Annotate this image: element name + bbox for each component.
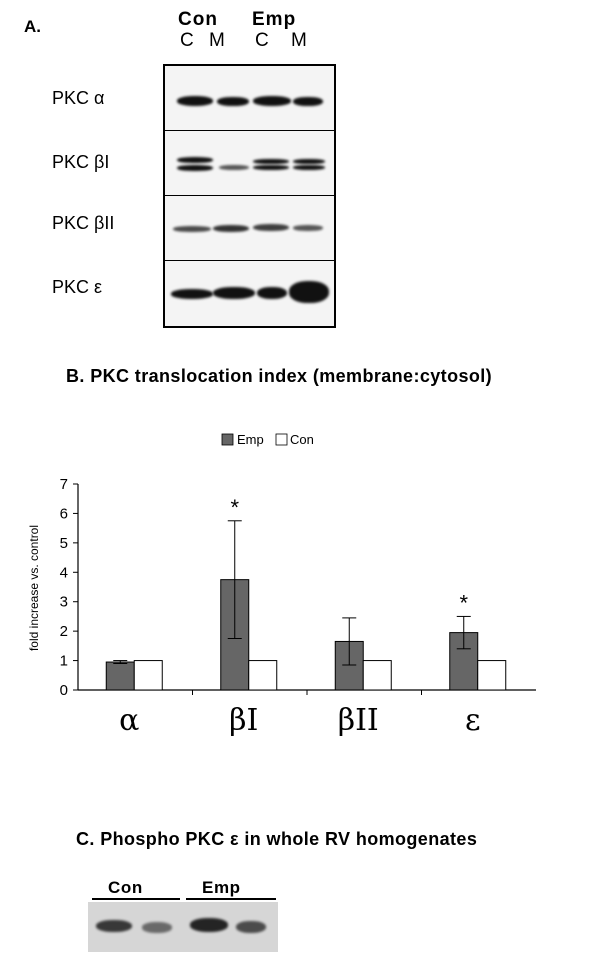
row-label-pkc-epsilon: PKC ε — [52, 277, 103, 297]
legend-label-emp: Emp — [237, 432, 264, 447]
y-tick-label: 4 — [60, 564, 68, 581]
y-axis-label: fold increase vs. control — [27, 525, 41, 651]
panel-c-title: C. Phospho PKC ε in whole RV homogenates — [76, 829, 478, 849]
band — [171, 289, 213, 299]
band — [293, 225, 323, 231]
legend-swatch-con — [275, 433, 288, 446]
x-category-label: α — [119, 703, 139, 738]
group-label-emp: Emp — [252, 9, 297, 30]
band — [219, 165, 249, 170]
phospho-blot-image — [88, 902, 278, 952]
bar-con-0 — [133, 660, 163, 691]
band — [289, 281, 329, 303]
panel-b-title: B. PKC translocation index (membrane:cyt… — [66, 366, 493, 386]
y-tick-label: 7 — [60, 476, 68, 493]
x-category-label: βII — [338, 703, 379, 738]
lane-label-emp-c: C — [255, 30, 269, 51]
emp-group-line — [186, 898, 276, 900]
bar-con-3 — [477, 660, 507, 691]
band — [177, 96, 213, 106]
y-tick-label: 3 — [60, 594, 68, 611]
band — [142, 922, 172, 933]
blot-row-pkc-beta2 — [165, 196, 334, 261]
legend-swatch-emp — [221, 433, 234, 446]
group-label-con: Con — [178, 9, 218, 30]
band — [257, 287, 287, 299]
lane-label-emp-m: M — [291, 30, 307, 51]
chart-legend: Emp Con — [221, 432, 314, 447]
panel-c-group-con: Con — [108, 878, 143, 897]
x-category-label: ε — [465, 703, 481, 738]
band — [236, 921, 266, 933]
plot-area: 0 1 2 3 4 5 6 7 α * βI βII * ε — [60, 476, 536, 738]
band — [217, 97, 249, 106]
significance-marker: * — [459, 590, 468, 615]
blot-row-pkc-alpha — [165, 66, 334, 131]
bar-con-2 — [362, 660, 392, 691]
band — [173, 226, 211, 232]
bar-con-1 — [248, 660, 278, 691]
panel-a-label: A. — [24, 17, 41, 36]
band — [190, 918, 228, 932]
band — [293, 165, 325, 170]
y-tick-label: 6 — [60, 505, 68, 522]
band — [213, 225, 249, 232]
lane-label-con-c: C — [180, 30, 194, 51]
significance-marker: * — [230, 495, 239, 520]
band — [213, 287, 255, 299]
con-group-line — [92, 898, 180, 900]
band — [293, 97, 323, 106]
lane-label-con-m: M — [209, 30, 225, 51]
translocation-bar-chart: Emp Con fold increase vs. control 0 1 2 3 4 5… — [27, 432, 536, 738]
band — [293, 159, 325, 164]
band — [253, 165, 289, 170]
bar-emp-0 — [105, 661, 135, 691]
x-category-label: βI — [229, 703, 258, 738]
y-tick-label: 0 — [60, 682, 68, 699]
band — [177, 165, 213, 171]
row-label-pkc-alpha: PKC α — [52, 88, 105, 108]
blot-row-pkc-beta1 — [165, 131, 334, 196]
band — [177, 157, 213, 163]
phospho-blot-panel-c: Con Emp — [88, 878, 278, 954]
row-label-pkc-beta1: PKC βI — [52, 152, 110, 172]
band — [96, 920, 132, 932]
band — [253, 224, 289, 231]
y-tick-label: 1 — [60, 653, 68, 670]
y-tick-label: 2 — [60, 623, 68, 640]
panel-c-group-emp: Emp — [202, 878, 241, 897]
blot-row-pkc-epsilon — [165, 261, 334, 325]
band — [253, 96, 291, 106]
band — [253, 159, 289, 164]
western-blot-panel-a — [163, 64, 336, 328]
legend-label-con: Con — [290, 432, 314, 447]
y-tick-label: 5 — [60, 535, 68, 552]
row-label-pkc-beta2: PKC βII — [52, 213, 115, 233]
bar-emp-3 — [449, 632, 479, 691]
